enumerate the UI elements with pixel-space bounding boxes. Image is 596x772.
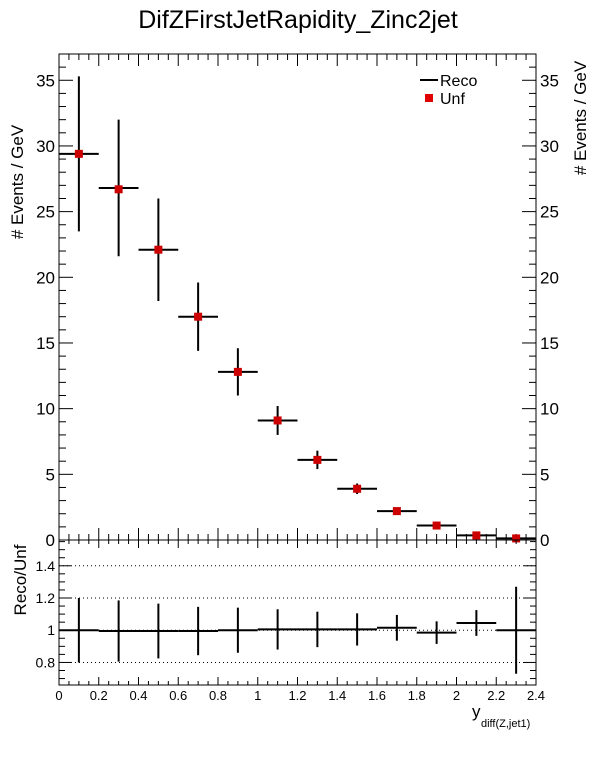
y-tick-label: 25 [36,203,55,222]
unf-marker [392,507,401,516]
x-tick-label: 2.4 [527,688,545,703]
ratio-y-tick-label: 1 [47,622,55,638]
x-tick-label: 1.8 [408,688,426,703]
ratio-plot-frame [58,539,537,686]
legend-unf-label: Unf [440,91,465,108]
unf-marker [114,185,123,194]
ratio-y-axis-label: Reco/Unf [11,544,30,615]
unf-marker [154,245,163,254]
y-tick-label: 10 [36,400,55,419]
y-tick-label-right: 0 [540,531,549,550]
x-tick-label: 0.2 [90,688,108,703]
unf-marker [432,521,441,530]
y-tick-label: 20 [36,268,55,287]
y-tick-label: 5 [46,465,55,484]
ratio-y-tick-label: 1.2 [36,590,56,606]
ratio-y-tick-label: 0.8 [36,654,56,670]
y-tick-label-right: 15 [540,334,559,353]
x-tick-label: 0.6 [169,688,187,703]
unf-marker [313,455,322,464]
unf-marker [273,416,282,425]
ratio-y-tick-label: 1.4 [36,558,56,574]
y-tick-label-right: 20 [540,268,559,287]
x-axis-label-subscript: diff(Z,jet1) [481,718,530,730]
x-tick-label: 2.2 [487,688,505,703]
unf-marker [74,149,83,158]
legend-reco-label: Reco [440,73,477,90]
unf-marker [233,367,242,376]
x-tick-label: 0.4 [129,688,147,703]
x-tick-label: 1.4 [328,688,346,703]
y-tick-label: 0 [46,531,55,550]
y-tick-label-right: 25 [540,203,559,222]
main-plot-area: 0 0 5 5 10 10 15 15 20 20 25 25 30 30 35 35 [36,53,559,550]
y-axis-label: # Events / GeV [8,124,27,239]
y-tick-label-right: 10 [540,400,559,419]
y-tick-label: 15 [36,334,55,353]
y-tick-label: 35 [36,71,55,90]
chart-title: DifZFirstJetRapidity_Zinc2jet [138,6,458,34]
x-tick-label: 1 [254,688,261,703]
y-tick-label: 30 [36,137,55,156]
y-tick-label-right: 5 [540,465,549,484]
x-axis-label: y [472,702,481,721]
unf-marker [353,484,362,493]
x-axis-label-main: y [472,702,481,721]
x-tick-label: 0.8 [209,688,227,703]
y-tick-label-right: 30 [540,137,559,156]
y-axis-label-right: # Events / GeV [571,60,590,175]
x-tick-label: 2 [453,688,460,703]
legend: Reco Unf [415,68,495,108]
x-tick-label: 1.6 [368,688,386,703]
ratio-plot-area: 0 0.2 0.4 0.6 0.8 1 1.2 1.4 1.6 1.8 2 2.2 2.4 0.8 1 1.2… [36,540,545,703]
main-plot-frame [58,53,537,541]
unf-marker [472,531,481,540]
legend-unf-marker [425,94,433,102]
y-tick-label-right: 35 [540,71,559,90]
x-tick-label: 0 [55,688,62,703]
unf-marker [512,534,521,543]
x-tick-label: 1.2 [288,688,306,703]
unf-marker [194,312,203,321]
